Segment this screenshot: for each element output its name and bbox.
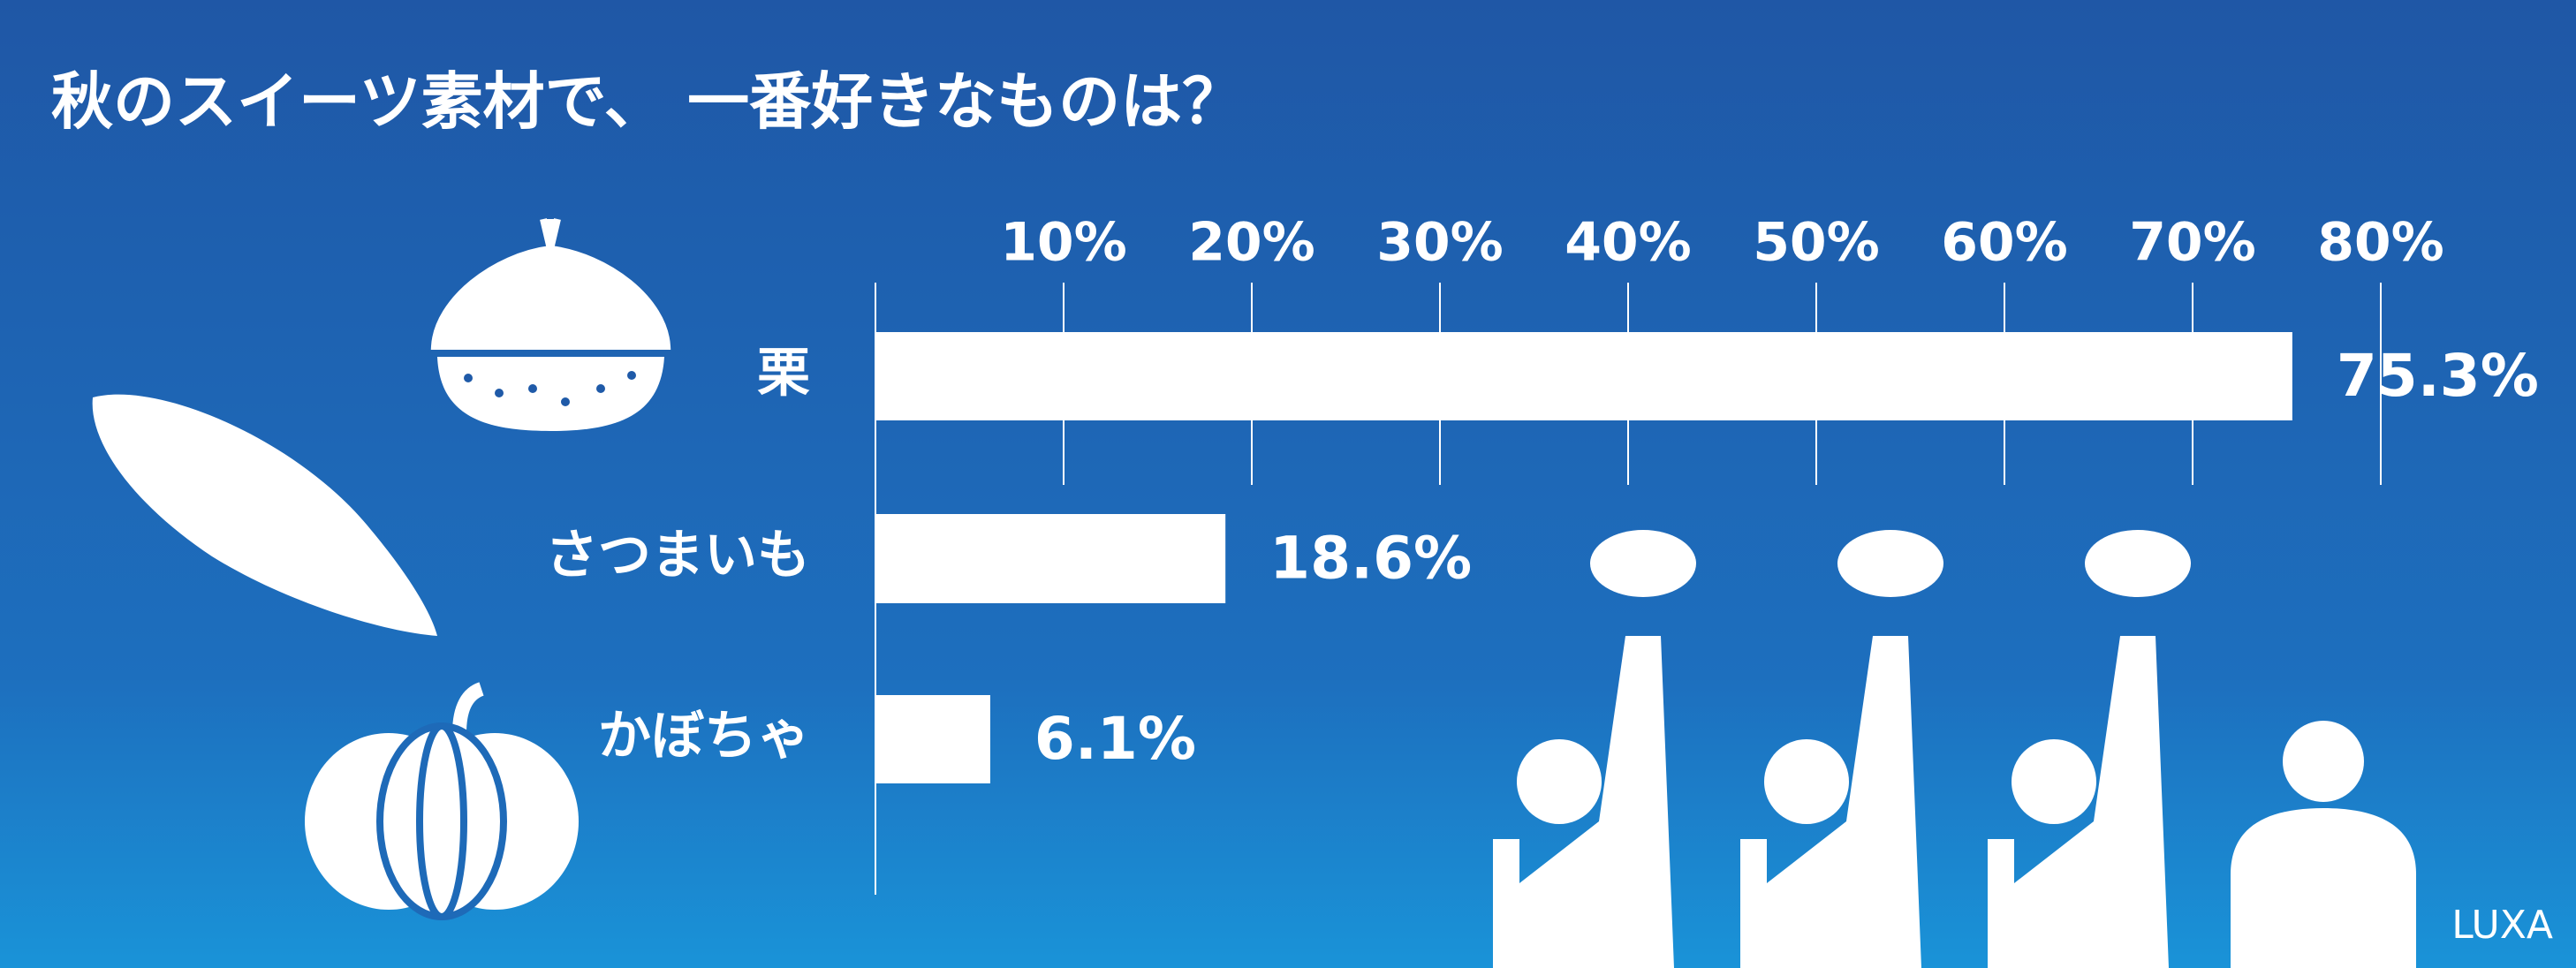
people-illustration: [1493, 530, 2416, 968]
x-tick-label: 20%: [1188, 212, 1315, 274]
value-label: 6.1%: [1034, 705, 1196, 773]
category-label: 栗: [757, 343, 810, 405]
x-tick-label: 80%: [2317, 212, 2444, 274]
x-tick-label: 30%: [1376, 212, 1504, 274]
x-tick-label: 70%: [2129, 212, 2256, 274]
logo: LUXA: [2451, 903, 2553, 948]
x-tick-label: 40%: [1565, 212, 1692, 274]
value-label: 75.3%: [2337, 342, 2539, 410]
bar: [875, 695, 990, 783]
value-label: 18.6%: [1269, 525, 1472, 593]
x-tick-label: 60%: [1941, 212, 2068, 274]
sweet-potato-icon: [92, 394, 438, 636]
category-label: さつまいも: [545, 525, 810, 586]
chart-title: 秋のスイーツ素材で、 一番好きなものは？: [51, 65, 1244, 138]
x-tick-label: 50%: [1753, 212, 1880, 274]
category-label: かぼちゃ: [598, 706, 810, 768]
bar: [875, 514, 1226, 603]
x-tick-label: 10%: [1000, 212, 1127, 274]
pumpkin-icon: [305, 682, 579, 920]
bar: [875, 332, 2292, 420]
chestnut-icon: [430, 218, 671, 431]
